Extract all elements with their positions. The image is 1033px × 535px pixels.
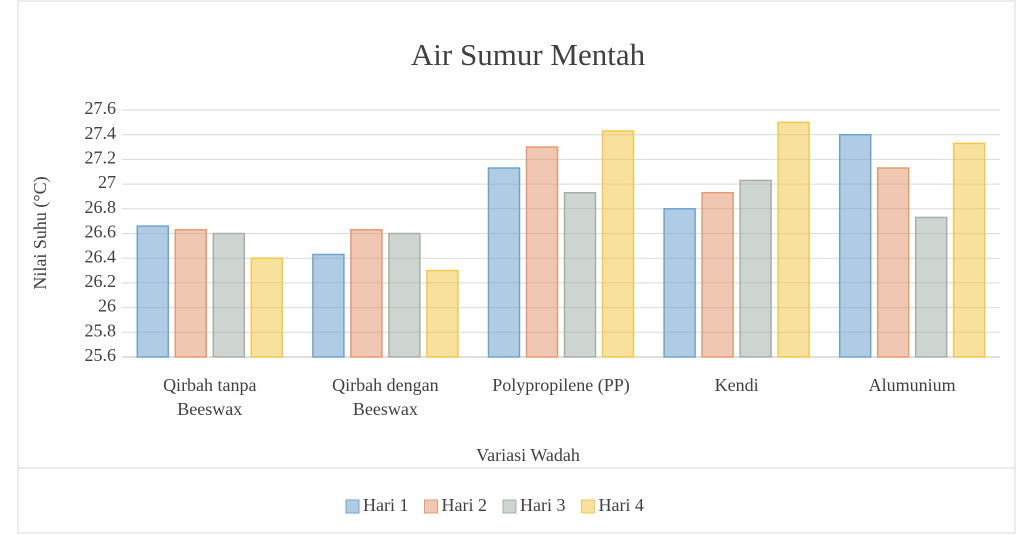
y-tick-label: 26 — [98, 296, 116, 316]
x-tick-label: Qirbah dengan Beeswax — [332, 375, 439, 419]
y-tick-label: 25.6 — [85, 345, 117, 365]
y-tick-label: 26.6 — [85, 222, 117, 242]
bar — [174, 229, 208, 358]
y-tick-label: 25.8 — [85, 320, 117, 340]
bar — [350, 229, 383, 358]
y-tick-label: 27.4 — [85, 123, 117, 143]
bar — [388, 232, 421, 358]
x-tick-label: Kendi — [714, 375, 759, 395]
y-axis-title: Nilai Suhu (°C) — [30, 176, 51, 289]
x-tick-label: Polypropilene (PP) — [492, 375, 630, 395]
bar — [914, 216, 948, 358]
bar — [136, 225, 170, 358]
legend-label: Hari 3 — [520, 495, 565, 515]
legend-swatch — [345, 499, 360, 514]
bar — [601, 130, 635, 358]
x-tick-label: Alumunium — [868, 375, 956, 395]
bar — [663, 208, 696, 358]
y-tick-label: 27.6 — [85, 98, 117, 118]
chart-frame — [17, 0, 1016, 534]
legend-label: Hari 2 — [441, 495, 486, 515]
legend-swatch — [423, 499, 438, 514]
legend-label: Hari 1 — [363, 495, 408, 515]
x-tick-label: Qirbah tanpa Beeswax — [163, 375, 257, 419]
bar — [212, 232, 246, 358]
y-tick-label: 27.2 — [85, 148, 117, 168]
chart-title: Air Sumur Mentah — [411, 37, 646, 72]
legend-label: Hari 4 — [598, 495, 643, 515]
y-tick-label: 26.2 — [85, 271, 117, 291]
legend-swatch — [502, 499, 517, 514]
bar — [838, 133, 872, 358]
bar — [777, 121, 810, 358]
bar — [876, 167, 910, 358]
y-tick-label: 27 — [98, 172, 116, 192]
y-tick-label: 26.4 — [85, 246, 117, 266]
bar — [739, 179, 772, 358]
bar — [701, 191, 734, 358]
x-axis-title: Variasi Wadah — [476, 445, 580, 465]
legend-swatch — [580, 499, 595, 514]
bar — [952, 142, 986, 358]
bar — [250, 257, 284, 358]
bar — [487, 167, 521, 358]
bar — [426, 269, 459, 358]
y-tick-label: 26.8 — [85, 197, 117, 217]
bar — [563, 191, 597, 358]
bar — [312, 253, 345, 358]
bar — [525, 146, 559, 358]
